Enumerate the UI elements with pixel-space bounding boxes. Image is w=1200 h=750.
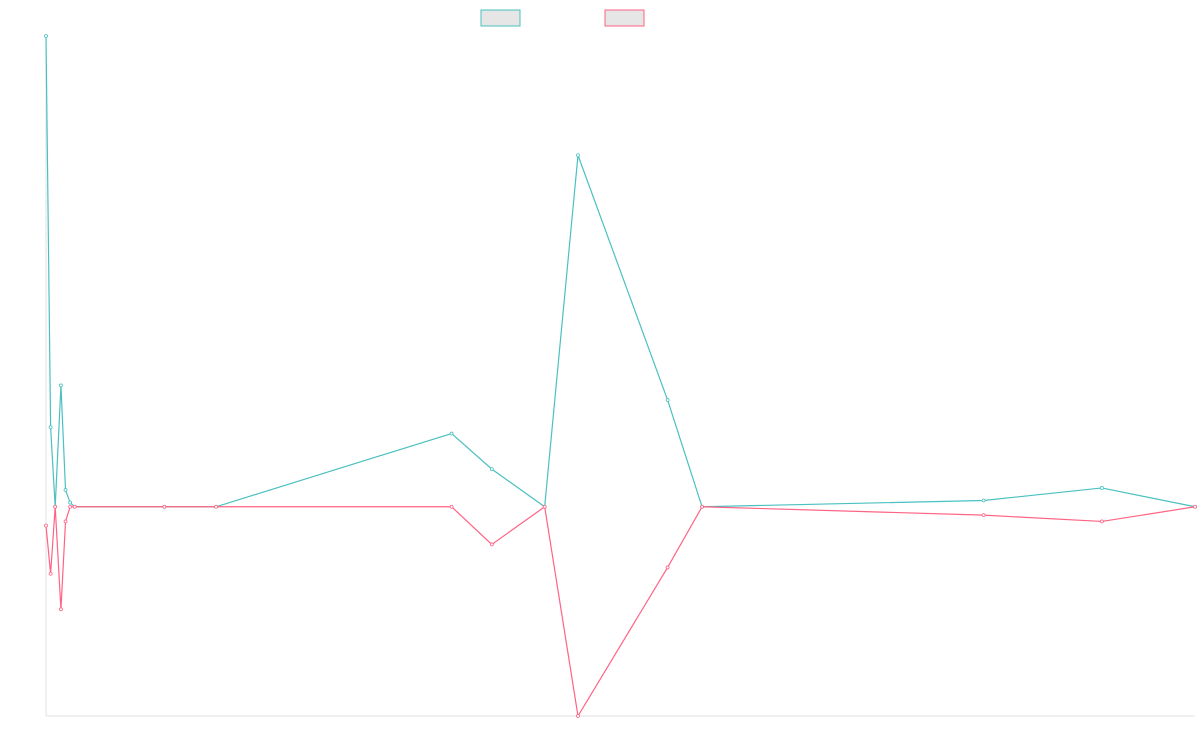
data-point[interactable] bbox=[48, 571, 53, 576]
series-layer bbox=[44, 34, 1197, 718]
data-point[interactable] bbox=[214, 504, 218, 509]
data-point[interactable] bbox=[700, 504, 704, 509]
data-point[interactable] bbox=[162, 504, 167, 509]
legend-item-1[interactable] bbox=[480, 9, 521, 27]
data-point[interactable] bbox=[449, 504, 454, 509]
series-2 bbox=[44, 504, 1197, 718]
series-line-1 bbox=[45, 35, 1196, 508]
data-point[interactable] bbox=[489, 467, 494, 472]
legend-swatch-1 bbox=[480, 9, 521, 27]
series-line-2 bbox=[45, 505, 1196, 718]
data-point[interactable] bbox=[59, 383, 63, 388]
data-point[interactable] bbox=[542, 504, 547, 509]
data-point[interactable] bbox=[1193, 504, 1197, 509]
data-point[interactable] bbox=[44, 34, 48, 38]
series-1 bbox=[44, 34, 1197, 509]
data-point[interactable] bbox=[68, 504, 73, 509]
data-point[interactable] bbox=[489, 542, 494, 547]
data-point[interactable] bbox=[576, 714, 580, 718]
legend bbox=[480, 9, 645, 27]
data-point[interactable] bbox=[59, 607, 63, 612]
legend-item-2[interactable] bbox=[604, 9, 645, 27]
data-point[interactable] bbox=[53, 504, 58, 509]
data-point[interactable] bbox=[576, 153, 580, 158]
data-point[interactable] bbox=[68, 500, 73, 505]
data-point[interactable] bbox=[1100, 519, 1104, 524]
data-point[interactable] bbox=[665, 398, 670, 402]
data-point[interactable] bbox=[63, 488, 68, 492]
data-point[interactable] bbox=[665, 565, 670, 570]
data-point[interactable] bbox=[981, 498, 986, 503]
data-point[interactable] bbox=[63, 519, 68, 524]
legend-swatch-2 bbox=[604, 9, 645, 27]
data-point[interactable] bbox=[449, 431, 454, 436]
data-point[interactable] bbox=[44, 523, 48, 528]
data-point[interactable] bbox=[1100, 486, 1104, 490]
axes bbox=[45, 36, 1195, 717]
data-point[interactable] bbox=[72, 504, 77, 509]
data-point[interactable] bbox=[981, 513, 986, 518]
data-point[interactable] bbox=[48, 425, 53, 430]
